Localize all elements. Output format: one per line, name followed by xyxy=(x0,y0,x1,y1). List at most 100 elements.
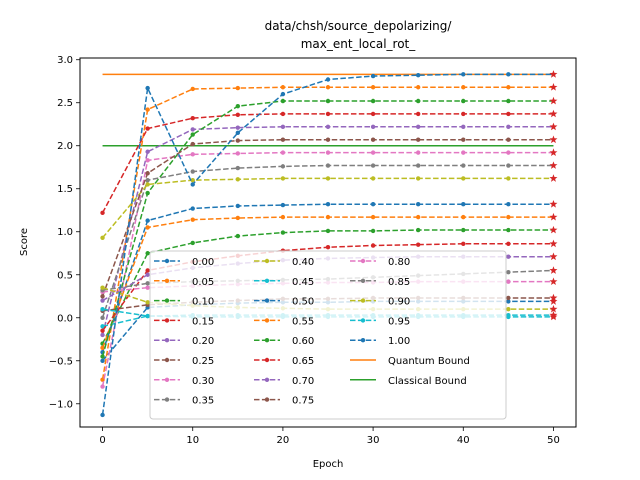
y-axis-label: Score xyxy=(19,228,30,256)
data-point xyxy=(370,150,376,155)
x-tick-label: 20 xyxy=(277,435,290,446)
data-point xyxy=(325,214,331,220)
data-point xyxy=(235,203,241,209)
legend-label: 0.40 xyxy=(292,257,314,268)
data-point xyxy=(370,124,376,130)
legend-label: 0.70 xyxy=(292,376,314,387)
data-point xyxy=(235,215,241,221)
plot-frame xyxy=(79,57,577,428)
data-point xyxy=(280,85,286,90)
data-point xyxy=(100,328,105,333)
data-point xyxy=(190,86,195,92)
legend-label: 0.65 xyxy=(292,356,314,367)
data-point xyxy=(461,150,466,155)
final-star-marker xyxy=(549,96,558,105)
data-point xyxy=(506,111,511,117)
legend-label: 0.60 xyxy=(292,336,314,347)
data-point xyxy=(415,227,421,233)
data-point xyxy=(100,306,105,312)
data-point xyxy=(325,124,331,130)
legend-entry: 1.00 xyxy=(350,336,410,347)
legend-entry: 0.10 xyxy=(154,297,214,308)
data-point xyxy=(461,163,466,168)
data-point xyxy=(506,241,511,246)
final-star-marker xyxy=(549,83,558,91)
x-tick-label: 40 xyxy=(457,435,470,446)
data-point xyxy=(280,176,286,181)
data-point xyxy=(100,210,105,216)
data-point xyxy=(325,111,331,117)
data-point xyxy=(461,85,466,90)
data-point xyxy=(235,112,241,117)
legend-entry: 0.45 xyxy=(254,277,314,288)
legend-entry: 0.85 xyxy=(350,277,410,288)
data-point xyxy=(461,111,466,117)
legend-marker xyxy=(164,278,170,283)
data-point xyxy=(190,152,195,157)
data-point xyxy=(506,85,511,90)
data-point xyxy=(145,313,150,319)
data-point xyxy=(280,164,286,169)
data-point xyxy=(100,354,105,359)
data-point xyxy=(280,214,286,220)
data-point xyxy=(506,214,511,220)
data-point xyxy=(461,214,466,220)
legend-marker xyxy=(360,338,366,343)
legend-label: 0.10 xyxy=(192,297,214,308)
legend-marker xyxy=(264,298,270,303)
legend-label: 0.90 xyxy=(388,297,410,308)
data-point xyxy=(235,165,241,171)
data-point xyxy=(506,299,511,304)
legend-entry: 0.25 xyxy=(154,356,214,367)
data-point xyxy=(415,176,421,181)
y-axis: −1.0 −0.5 0.0 0.5 1.0 1.5 2.0 2.5 3.0 xyxy=(49,55,80,410)
chart-title-line-2: max_ent_local_rot_ xyxy=(301,37,417,51)
data-point xyxy=(370,214,376,220)
legend-label: 0.15 xyxy=(192,316,214,327)
legend-label: 0.05 xyxy=(192,277,214,288)
data-point xyxy=(235,177,241,182)
legend-box xyxy=(149,250,507,420)
y-tick-label: 1.5 xyxy=(57,184,73,195)
legend-label: 0.50 xyxy=(292,297,314,308)
series-line xyxy=(101,229,554,344)
data-point xyxy=(461,98,466,104)
legend-marker xyxy=(264,338,270,343)
data-point xyxy=(370,176,376,181)
data-point xyxy=(190,132,195,137)
data-point xyxy=(506,295,511,301)
data-point xyxy=(145,251,150,256)
legend-marker xyxy=(164,298,170,303)
data-point xyxy=(190,169,195,174)
legend-marker xyxy=(264,357,270,363)
legend-entry: 0.95 xyxy=(350,316,410,327)
legend-entry: 0.80 xyxy=(350,257,410,268)
data-point xyxy=(370,163,376,168)
legend-label: 0.00 xyxy=(192,257,214,268)
legend-entry: 0.35 xyxy=(154,396,214,407)
data-point xyxy=(415,73,421,78)
data-point xyxy=(145,285,150,290)
y-tick-label: 1.0 xyxy=(57,227,73,238)
legend-label: 0.95 xyxy=(388,316,410,327)
legend-entry: 0.75 xyxy=(254,396,314,407)
y-tick-label: 2.0 xyxy=(57,141,73,152)
final-star-marker xyxy=(549,174,558,182)
data-point xyxy=(100,384,105,389)
data-point xyxy=(100,324,105,329)
data-point xyxy=(100,332,105,338)
data-point xyxy=(145,177,150,183)
data-point xyxy=(370,111,376,117)
legend-entry: 0.05 xyxy=(154,277,214,288)
data-point xyxy=(415,124,421,130)
data-point xyxy=(370,202,376,207)
legend-marker xyxy=(264,377,270,382)
x-tick-label: 0 xyxy=(99,435,105,446)
data-point xyxy=(506,163,511,168)
legend-marker xyxy=(164,318,170,323)
data-point xyxy=(190,206,195,211)
data-point xyxy=(506,72,511,77)
legend-marker xyxy=(164,377,170,382)
data-point xyxy=(325,228,331,234)
data-point xyxy=(506,279,511,284)
